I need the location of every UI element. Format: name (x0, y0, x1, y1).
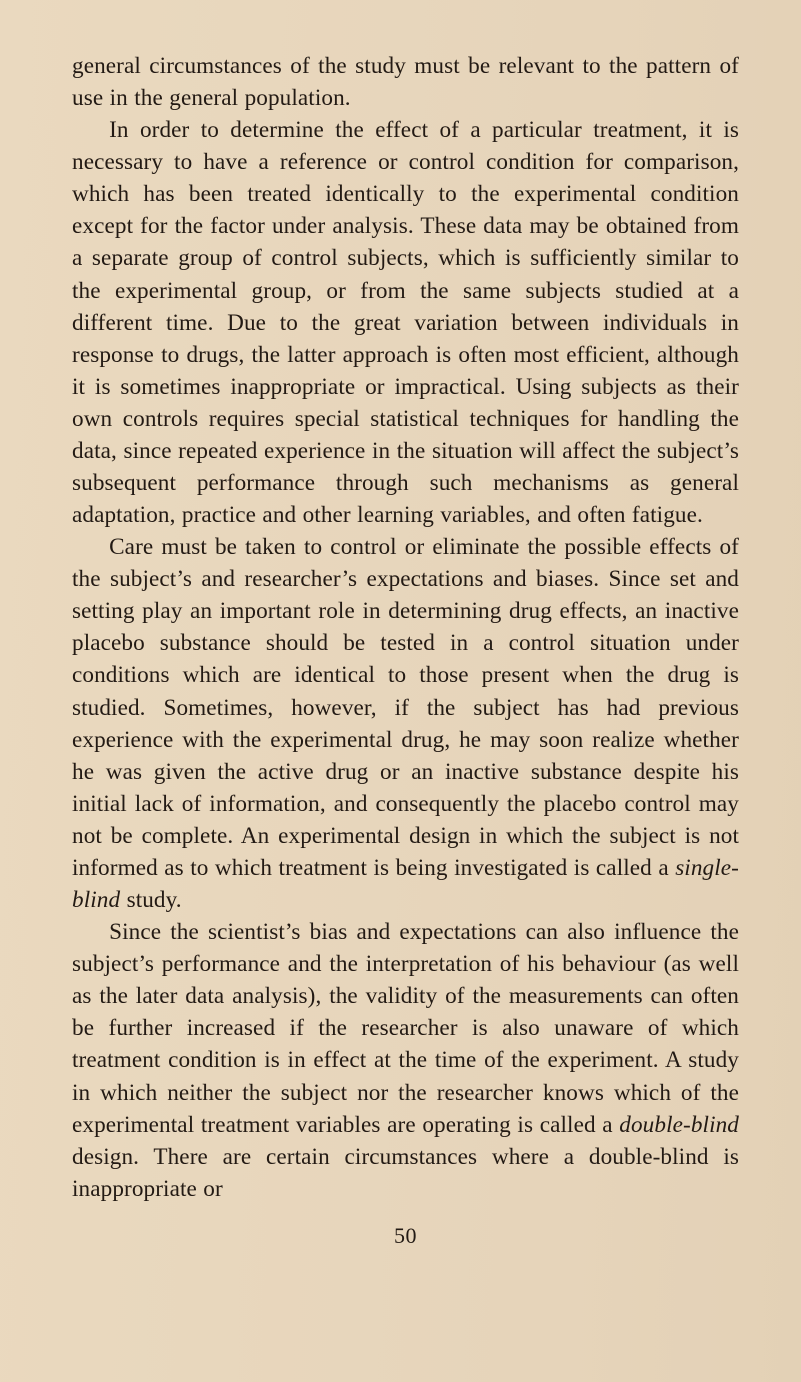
paragraph-4: Since the scientist’s bias and expectati… (72, 916, 739, 1205)
paragraph-2: In order to determine the effect of a pa… (72, 114, 739, 531)
page-number: 50 (72, 1223, 739, 1249)
paragraph-2-text: In order to determine the effect of a pa… (72, 117, 739, 528)
book-page: general circumstances of the study must … (0, 0, 801, 1382)
paragraph-4-text-head: Since the scientist’s bias and expectati… (72, 919, 739, 1137)
paragraph-4-text-tail: design. There are certain circumstances … (72, 1144, 739, 1202)
paragraph-3-text-tail: study. (120, 887, 182, 913)
paragraph-1-text: general circumstances of the study must … (72, 53, 739, 111)
paragraph-4-italic: double-blind (619, 1112, 739, 1138)
paragraph-3: Care must be taken to control or elimina… (72, 531, 739, 916)
paragraph-1: general circumstances of the study must … (72, 50, 739, 114)
paragraph-3-text-head: Care must be taken to control or elimina… (72, 534, 739, 881)
